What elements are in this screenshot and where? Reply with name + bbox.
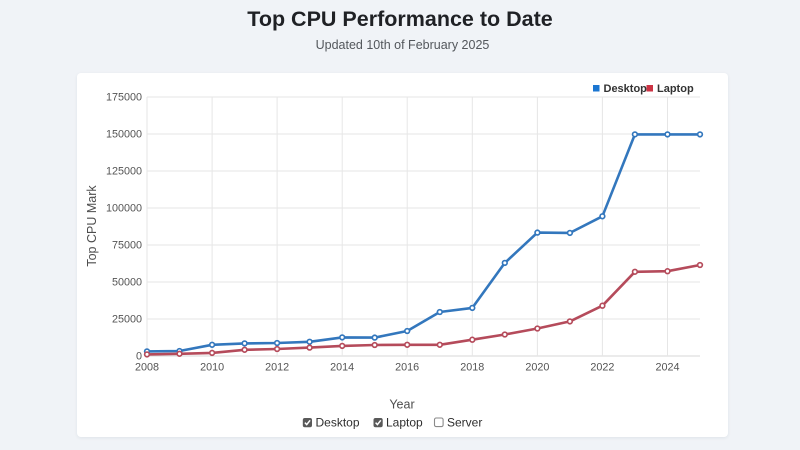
svg-text:125000: 125000 — [106, 166, 142, 178]
svg-text:Server: Server — [447, 416, 482, 430]
svg-text:Desktop: Desktop — [604, 83, 648, 95]
svg-text:2022: 2022 — [590, 362, 614, 374]
svg-text:Year: Year — [389, 398, 414, 412]
svg-text:2008: 2008 — [135, 362, 159, 374]
svg-text:2012: 2012 — [265, 362, 289, 374]
svg-text:Laptop: Laptop — [386, 416, 423, 430]
svg-text:50000: 50000 — [112, 277, 142, 289]
svg-text:2024: 2024 — [655, 362, 679, 374]
svg-text:2010: 2010 — [200, 362, 224, 374]
svg-text:2014: 2014 — [330, 362, 354, 374]
svg-text:25000: 25000 — [112, 314, 142, 326]
svg-text:Desktop: Desktop — [316, 416, 360, 430]
svg-text:2018: 2018 — [460, 362, 484, 374]
svg-text:150000: 150000 — [106, 129, 142, 141]
svg-text:75000: 75000 — [112, 240, 142, 252]
svg-text:2016: 2016 — [395, 362, 419, 374]
svg-text:100000: 100000 — [106, 203, 142, 215]
svg-text:Laptop: Laptop — [657, 83, 694, 95]
svg-text:0: 0 — [136, 351, 142, 363]
svg-text:Top CPU Mark: Top CPU Mark — [85, 185, 99, 267]
svg-text:175000: 175000 — [106, 92, 142, 104]
svg-text:2020: 2020 — [525, 362, 549, 374]
